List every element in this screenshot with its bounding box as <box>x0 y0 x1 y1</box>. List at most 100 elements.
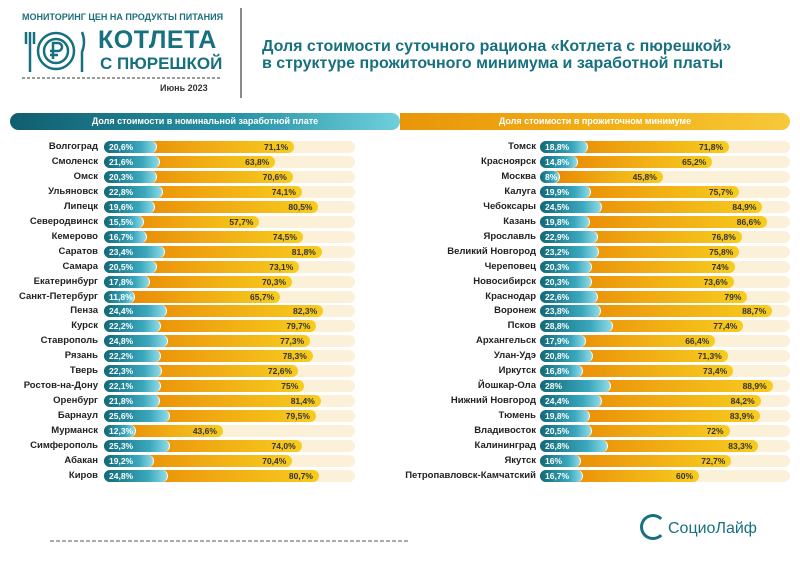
value-minimum: 43,6% <box>192 426 217 437</box>
brand-fineprint <box>22 77 222 79</box>
value-minimum: 70,4% <box>262 455 287 466</box>
value-minimum: 57,7% <box>229 216 254 227</box>
bar-minimum <box>540 365 734 378</box>
value-wage: 26,8% <box>545 441 570 451</box>
value-minimum: 45,8% <box>632 171 657 182</box>
page-title: Доля стоимости суточного рациона «Котлет… <box>262 38 731 72</box>
value-minimum: 70,3% <box>261 276 287 287</box>
value-minimum: 79,5% <box>285 411 310 422</box>
report-date: Июнь 2023 <box>160 83 208 93</box>
city-label: Воронеж <box>494 305 536 317</box>
bar-wage <box>104 260 158 273</box>
value-wage: 19,8% <box>545 411 570 422</box>
value-wage: 16,8% <box>545 366 570 377</box>
city-label: Ставрополь <box>40 335 98 347</box>
legend-wage: Доля стоимости в номинальной заработной … <box>10 113 400 130</box>
value-minimum: 78,3% <box>282 351 307 362</box>
value-minimum: 84,2% <box>730 396 755 407</box>
footnote <box>50 540 410 542</box>
city-label: Якутск <box>504 454 536 466</box>
city-label: Смоленск <box>51 155 98 167</box>
city-label: Тюмень <box>498 410 536 422</box>
value-minimum: 71,1% <box>264 142 289 152</box>
value-wage: 16,7% <box>109 231 134 242</box>
sociolife-logo-icon <box>640 514 666 540</box>
value-wage: 22,6% <box>545 291 570 302</box>
city-label: Йошкар-Ола <box>477 380 536 392</box>
value-wage: 19,9% <box>545 186 570 197</box>
bar-minimum <box>540 155 713 168</box>
value-minimum: 81,4% <box>290 396 315 407</box>
value-wage: 22,3% <box>109 366 134 377</box>
value-minimum: 63,8% <box>245 156 270 167</box>
value-minimum: 80,5% <box>288 201 313 212</box>
value-minimum: 74,0% <box>271 441 296 451</box>
value-wage: 24,8% <box>109 470 134 481</box>
bar-wage <box>104 380 162 393</box>
bar-wage <box>540 440 609 452</box>
city-label: Екатеринбург <box>33 275 98 287</box>
value-wage: 17,9% <box>545 336 570 347</box>
value-wage: 12,3% <box>109 426 134 437</box>
bar-minimum <box>104 230 303 243</box>
value-minimum: 77,4% <box>713 321 738 332</box>
city-label: Ульяновск <box>48 185 98 197</box>
value-minimum: 72,7% <box>701 455 726 466</box>
monitoring-caption: МОНИТОРИНГ ЦЕН НА ПРОДУКТЫ ПИТАНИЯ <box>22 12 224 22</box>
bar-wage <box>104 305 168 318</box>
city-label: Рязань <box>64 350 98 362</box>
city-label: Петропавловск-Камчатский <box>405 469 536 481</box>
value-minimum: 88,9% <box>742 381 767 392</box>
value-wage: 24,4% <box>109 306 134 317</box>
value-minimum: 70,6% <box>262 171 287 182</box>
value-wage: 22,2% <box>109 321 134 332</box>
city-label: Калининград <box>474 440 536 451</box>
value-minimum: 75% <box>281 381 299 392</box>
value-minimum: 65,7% <box>250 291 275 302</box>
bar-wage <box>540 200 603 213</box>
value-minimum: 77,3% <box>280 336 305 347</box>
bar-minimum <box>540 170 663 183</box>
bar-wage <box>104 410 171 423</box>
value-wage: 25,6% <box>109 411 134 422</box>
title-line-1: Доля стоимости суточного рациона «Котлет… <box>262 38 732 55</box>
value-minimum: 79% <box>724 291 742 302</box>
city-label: Мурманск <box>51 425 98 437</box>
city-label: Кемерово <box>51 230 98 242</box>
value-minimum: 76,8% <box>711 231 736 242</box>
city-label: Симферополь <box>30 440 98 451</box>
value-wage: 19,2% <box>109 455 134 466</box>
bar-minimum <box>540 410 760 423</box>
value-wage: 8% <box>545 171 558 182</box>
value-wage: 24,5% <box>545 201 570 212</box>
value-wage: 11,8% <box>109 291 133 302</box>
value-wage: 28,8% <box>545 321 570 332</box>
value-minimum: 83,9% <box>729 411 754 422</box>
city-label: Иркутск <box>498 365 536 377</box>
bar-wage <box>104 469 169 482</box>
value-minimum: 71,8% <box>698 142 724 152</box>
city-label: Омск <box>73 170 98 182</box>
bar-minimum <box>104 275 293 288</box>
value-wage: 23,2% <box>545 246 570 257</box>
city-label: Казань <box>503 215 536 227</box>
city-label: Ростов-на-Дону <box>23 380 98 392</box>
value-minimum: 60% <box>675 470 693 481</box>
bar-wage <box>540 260 592 273</box>
bar-wage <box>540 380 612 393</box>
city-label: Улан-Удэ <box>493 350 536 362</box>
city-label: Чебоксары <box>483 200 536 212</box>
title-line-2: в структуре прожиточного минимума и зара… <box>262 55 724 72</box>
city-label: Томск <box>508 141 536 152</box>
value-minimum: 79,7% <box>286 321 311 332</box>
city-label: Великий Новгород <box>447 245 536 257</box>
value-wage: 22,1% <box>109 381 134 392</box>
bar-wage <box>104 200 155 213</box>
city-label: Липецк <box>63 200 98 212</box>
bar-wage <box>540 425 593 438</box>
divider <box>240 8 242 98</box>
bar-wage <box>540 215 591 228</box>
value-minimum: 73,1% <box>269 261 294 272</box>
value-minimum: 74,1% <box>271 186 296 197</box>
value-wage: 23,8% <box>545 306 570 317</box>
